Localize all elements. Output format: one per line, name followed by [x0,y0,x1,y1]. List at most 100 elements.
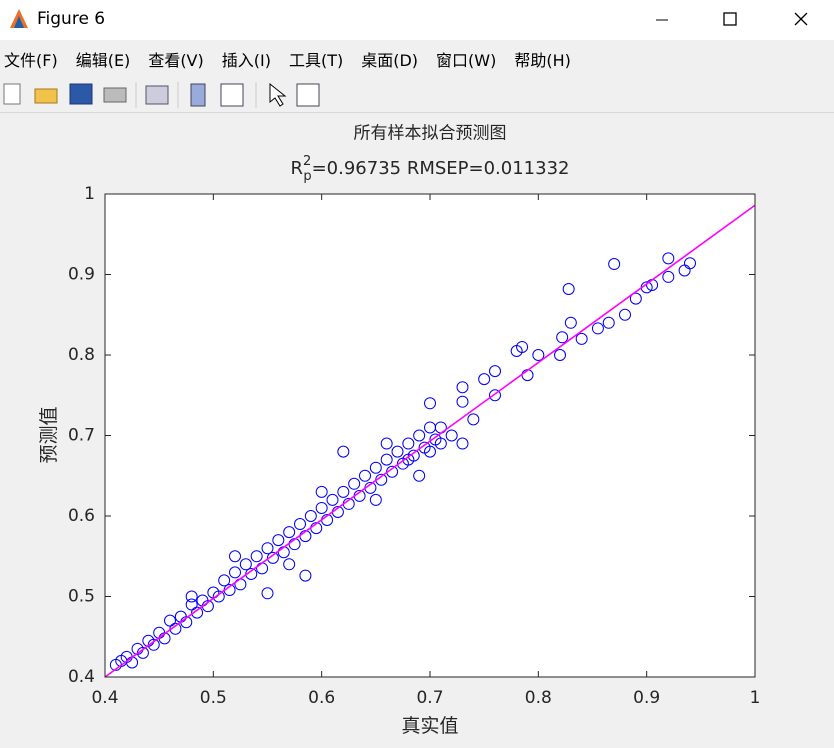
scatter-point [229,550,241,563]
scatter-point [402,453,415,466]
print-icon[interactable] [103,87,127,103]
scatter-point [413,429,426,442]
scatter-point [445,429,458,442]
scatter-point [413,469,426,482]
scatter-point [456,437,469,450]
colorbar-icon[interactable] [190,83,206,107]
menu-item[interactable]: 查看(V) [148,51,204,70]
scatter-point [261,542,274,555]
scatter-point [380,453,393,466]
title-bar: Figure 6 [0,0,834,40]
pointer-icon[interactable] [269,82,287,107]
scatter-point [456,395,469,408]
scatter-point [662,270,675,283]
toolbar [0,78,834,113]
scatter-point [191,606,204,619]
menu-item[interactable]: 窗口(W) [436,51,497,70]
y-tick-label: 0.4 [68,667,95,687]
y-tick-label: 1 [84,184,95,204]
scatter-point [467,413,480,426]
scatter-point [315,485,328,498]
x-tick-label: 0.4 [91,688,118,708]
scatter-point [456,381,469,394]
subtitle-sup: 2 [303,154,311,169]
y-tick-label: 0.5 [68,587,95,607]
y-tick-label: 0.8 [68,345,95,365]
menu-item[interactable]: 帮助(H) [514,51,571,70]
scatter-point [299,569,312,582]
scatter-point [591,322,604,335]
save-icon[interactable] [69,83,93,105]
subtitle-text: =0.96735 RMSEP=0.011332 [312,158,570,179]
scatter-point [315,501,328,514]
scatter-point [608,258,621,271]
scatter-point [218,574,231,587]
print-preview-icon[interactable] [145,85,169,105]
scatter-point [402,437,415,450]
scatter-point [556,331,569,344]
chart-title: 所有样本拟合预测图 [354,124,507,144]
x-tick-label: 0.7 [416,688,443,708]
scatter-point [629,292,642,305]
scatter-point [380,437,393,450]
scatter-point [212,590,225,603]
menu-item[interactable]: 桌面(D) [361,51,419,70]
subtitle-base: R [291,158,304,179]
legend-icon[interactable] [220,83,244,107]
scatter-point [532,349,545,361]
x-tick-label: 1 [750,688,761,708]
property-icon[interactable] [296,83,320,107]
scatter-point [554,349,566,361]
close-button[interactable] [794,12,808,26]
x-tick-label: 0.5 [200,688,227,708]
scatter-point [619,308,631,321]
scatter-point [294,518,306,531]
title-icons [10,9,808,28]
scatter-point [478,373,491,386]
y-tick-label: 0.7 [68,426,95,446]
scatter-point [678,264,691,277]
y-tick-label: 0.6 [68,506,95,526]
scatter-point [337,445,350,458]
scatter-point [391,445,404,458]
scatter-point [304,510,317,522]
x-tick-label: 0.6 [308,688,335,708]
menu-item[interactable]: 编辑(E) [75,51,131,70]
x-axis-label: 真实值 [401,715,458,737]
scatter-point [489,365,501,378]
scatter-point [261,587,274,600]
chart-subtitle: R2 p=0.96735 RMSEP=0.011332 [291,154,570,184]
scatter-point [575,332,588,345]
scatter-point [562,282,575,295]
toolbar-icons [3,82,320,108]
scatter-point [424,397,436,410]
maximize-button[interactable] [723,12,737,26]
scatter-point [239,558,252,571]
y-tick-label: 0.9 [68,265,95,285]
scatter-point [272,534,285,547]
y-axis-label: 预测值 [38,406,60,463]
chart: 所有样本拟合预测图 R2 p=0.96735 RMSEP=0.011332 真实值… [38,124,761,738]
menu-item[interactable]: 文件(F) [4,51,58,70]
menu-bar: 文件(F) 编辑(E) 查看(V) 插入(I) 工具(T) 桌面(D) 窗口(W) 帮助(H) [0,40,834,78]
scatter-point [283,558,296,571]
scatter-point [283,526,296,539]
menu-item[interactable]: 工具(T) [288,51,344,70]
scatter-point [169,622,182,635]
new-icon[interactable] [3,83,21,105]
scatter-point [662,252,675,265]
scatter-point [266,551,279,564]
subtitle-sub: p [303,169,311,184]
fit-line [104,204,756,678]
open-icon[interactable] [34,88,58,104]
scatter-point [326,493,339,506]
scatter-point [359,469,371,482]
menu-item[interactable]: 插入(I) [221,51,271,70]
x-tick-label: 0.8 [525,688,552,708]
axes-box [104,193,756,678]
x-tick-label: 0.9 [633,688,660,708]
scatter-point [229,566,241,579]
scatter-point [337,485,350,498]
scatter-point [250,550,263,563]
